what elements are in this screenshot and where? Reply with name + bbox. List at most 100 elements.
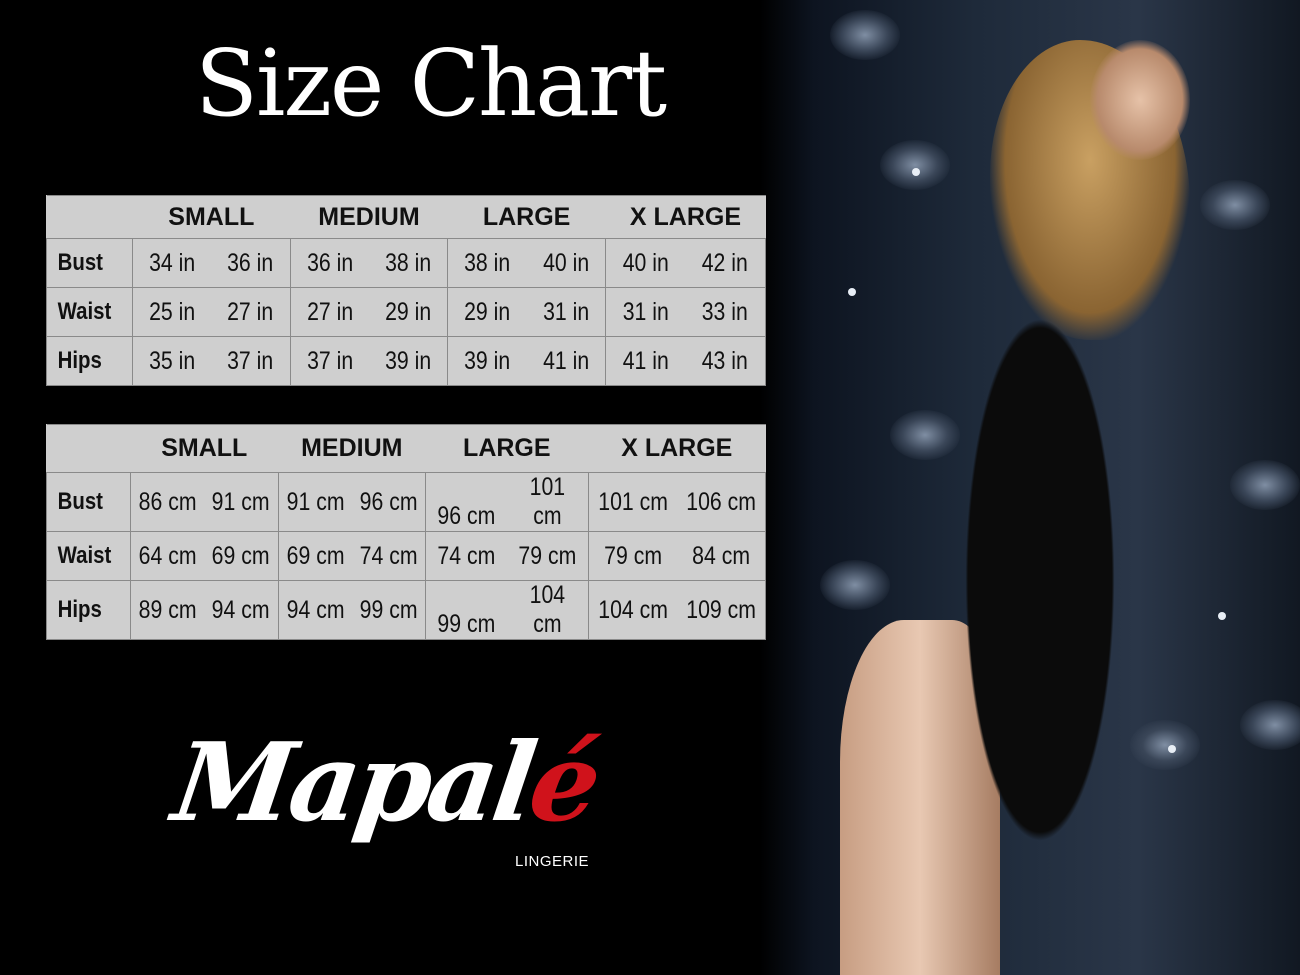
row-label: Bust [46,238,121,288]
size-header-small: SMALL [130,424,279,473]
max-value: 43 in [702,346,749,375]
row-label: Hips [46,336,121,386]
max-value: 84 cm [691,541,750,570]
table-row: Bust 34 in 36 in 36 in 38 in 38 in 40 in 40 in 4… [46,238,767,288]
size-header-xlarge: X LARGE [605,195,766,239]
table-header-row: SMALL MEDIUM LARGE X LARGE [46,424,766,473]
brand-logo: Mapalé [166,720,604,846]
size-cell: 36 in 38 in [289,238,449,288]
min-value: 104 cm [597,595,668,624]
max-value: 33 in [702,297,749,326]
size-cell: 89 cm 94 cm [130,580,279,640]
max-value: 29 in [385,297,432,326]
min-value: 36 in [306,248,353,277]
min-value: 25 in [149,297,196,326]
min-value: 35 in [149,346,196,375]
min-value: 38 in [464,248,511,277]
size-cell: 38 in 40 in [447,238,606,288]
min-value: 40 in [622,248,669,277]
max-value: 69 cm [211,541,270,570]
min-value: 69 cm [286,541,345,570]
max-value: 101 cm [529,473,565,530]
size-header-medium: MEDIUM [290,195,448,239]
max-value: 79 cm [518,541,577,570]
min-value: 31 in [622,297,669,326]
min-value: 91 cm [286,487,345,516]
min-value: 27 in [306,297,353,326]
size-cell: 69 cm 74 cm [277,531,427,581]
size-header-large: LARGE [447,195,606,239]
table-header-row: SMALL MEDIUM LARGE X LARGE [46,195,766,239]
min-value: 79 cm [603,541,662,570]
size-cell: 29 in 31 in [447,287,606,337]
size-cell: 35 in 37 in [132,336,291,386]
size-header-large: LARGE [425,424,589,473]
table-row: Waist 25 in 27 in 27 in 29 in 29 in 31 in 31 in… [46,287,767,337]
size-cell: 79 cm 84 cm [587,531,767,581]
size-cell: 94 cm 99 cm [277,580,427,640]
size-cell: 96 cm 101 cm [425,472,589,532]
size-table-cm: SMALL MEDIUM LARGE X LARGE Bust 86 cm 91 c… [46,424,767,640]
model-bodysuit [890,60,1190,975]
min-value: 41 in [622,346,669,375]
max-value: 104 cm [529,581,565,638]
max-value: 40 in [542,248,589,277]
size-cell: 31 in 33 in [604,287,767,337]
min-value: 99 cm [437,610,496,638]
page-title: Size Chart [195,30,667,137]
max-value: 37 in [227,346,274,375]
size-cell: 41 in 43 in [604,336,767,386]
brand-tagline: LINGERIE [515,853,590,870]
min-value: 86 cm [138,487,197,516]
max-value: 36 in [227,248,274,277]
min-value: 39 in [464,346,511,375]
size-header-xlarge: X LARGE [588,424,766,473]
size-cell: 64 cm 69 cm [130,531,279,581]
size-cell: 37 in 39 in [289,336,449,386]
min-value: 29 in [464,297,511,326]
row-label: Bust [46,472,119,532]
row-label: Waist [46,531,119,581]
max-value: 106 cm [686,487,756,516]
size-cell: 104 cm 109 cm [587,580,767,640]
size-cell: 91 cm 96 cm [277,472,427,532]
min-value: 74 cm [437,541,496,570]
table-row: Hips 35 in 37 in 37 in 39 in 39 in 41 in 41 in 4… [46,336,767,386]
min-value: 96 cm [437,502,496,530]
size-cell: 86 cm 91 cm [130,472,279,532]
table-row: Bust 86 cm 91 cm 91 cm 96 cm 96 cm101 cm 101 c… [46,472,767,532]
max-value: 99 cm [359,595,418,624]
logo-text: Mapal [166,720,540,846]
size-cell: 74 cm 79 cm [425,531,589,581]
table-row: Waist 64 cm 69 cm 69 cm 74 cm 74 cm 79 cm 79 cm… [46,531,767,581]
size-cell: 25 in 27 in [132,287,291,337]
size-cell: 40 in 42 in [604,238,767,288]
row-label: Waist [46,287,121,337]
max-value: 109 cm [686,595,756,624]
min-value: 94 cm [286,595,345,624]
size-cell: 39 in 41 in [447,336,606,386]
min-value: 34 in [149,248,196,277]
size-cell: 101 cm 106 cm [587,472,767,532]
size-cell: 27 in 29 in [289,287,449,337]
min-value: 37 in [306,346,353,375]
max-value: 91 cm [211,487,270,516]
max-value: 41 in [542,346,589,375]
size-header-small: SMALL [132,195,291,239]
max-value: 27 in [227,297,274,326]
max-value: 42 in [702,248,749,277]
max-value: 94 cm [211,595,270,624]
max-value: 31 in [542,297,589,326]
max-value: 74 cm [359,541,418,570]
max-value: 38 in [385,248,432,277]
max-value: 96 cm [359,487,418,516]
size-cell: 99 cm 104 cm [425,580,589,640]
size-header-medium: MEDIUM [278,424,426,473]
row-label: Hips [46,580,119,640]
size-cell: 34 in 36 in [132,238,291,288]
size-table-inches: SMALL MEDIUM LARGE X LARGE Bust 34 in 36 i… [46,195,767,386]
min-value: 89 cm [138,595,197,624]
min-value: 101 cm [597,487,668,516]
table-row: Hips 89 cm 94 cm 94 cm 99 cm 99 cm104 cm 104 c… [46,580,767,640]
max-value: 39 in [385,346,432,375]
